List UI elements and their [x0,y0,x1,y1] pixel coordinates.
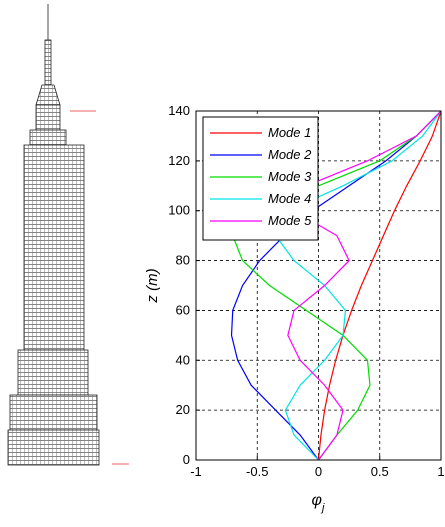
y-tick-label: 20 [176,402,190,417]
x-axis-label: φj [312,492,325,514]
y-tick-label: 60 [176,302,190,317]
y-tick-label: 80 [176,253,190,268]
figure: -1-0.500.51020406080100120140Mode 1Mode … [0,0,445,522]
legend: Mode 1 Mode 2 Mode 3 Mode 4 Mode 5 [203,117,318,240]
y-tick-label: 0 [183,452,190,467]
legend-label: Mode 3 [268,169,312,184]
x-tick-label: -0.5 [246,464,268,479]
x-label-symbol: φ [312,492,322,509]
x-tick-label: 0.5 [371,464,389,479]
x-tick-label: 0 [315,464,322,479]
y-tick-label: 120 [168,153,190,168]
x-tick-label: 1 [437,464,444,479]
x-tick-label: -1 [190,464,202,479]
legend-label: Mode 2 [268,147,312,162]
y-tick-label: 140 [168,103,190,118]
y-tick-label: 100 [168,203,190,218]
legend-label: Mode 4 [268,191,311,206]
y-tick-label: 40 [176,352,190,367]
legend-label: Mode 5 [268,213,312,228]
legend-label: Mode 1 [268,125,311,140]
building-drawing [8,4,99,465]
y-axis-label: z (m) [144,268,161,303]
